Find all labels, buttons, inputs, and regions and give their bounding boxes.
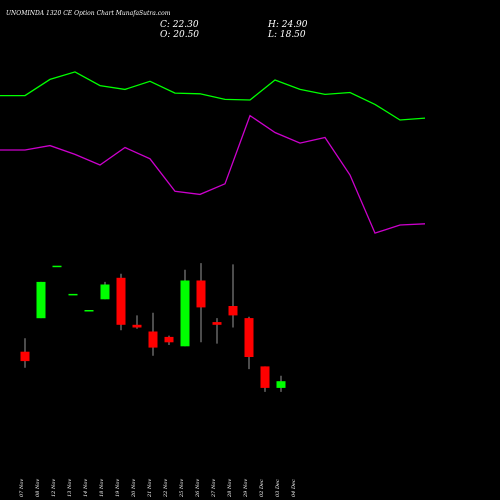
close-value: C: 22.30 [160, 20, 199, 30]
x-tick-label: 03 Dec [275, 479, 281, 497]
candle-body [164, 336, 174, 343]
chart-header-title: UNOMINDA 1320 CE Option Chart MunafaSutr… [6, 10, 171, 17]
candle-body [228, 306, 238, 316]
open-value: O: 20.50 [160, 30, 200, 40]
candle-body [260, 366, 270, 388]
candle-body [132, 324, 142, 328]
x-tick-label: 08 Nov [35, 479, 41, 497]
x-tick-label: 20 Nov [131, 479, 137, 498]
candle-body [20, 351, 30, 362]
x-tick-label: 27 Nov [211, 479, 217, 498]
candle-body [116, 277, 126, 325]
x-tick-label: 19 Nov [115, 479, 121, 497]
candle-body [196, 280, 206, 308]
candle-body [276, 381, 286, 388]
x-tick-label: 02 Dec [259, 479, 265, 497]
candle-body [148, 331, 158, 348]
candle-body [68, 293, 78, 296]
candle-body [84, 310, 94, 312]
x-tick-label: 25 Nov [179, 479, 185, 498]
x-tick-label: 22 Nov [163, 479, 169, 498]
x-tick-label: 18 Nov [99, 479, 105, 497]
high-value: H: 24.90 [268, 20, 308, 30]
x-tick-label: 26 Nov [195, 479, 201, 498]
upper-line-series [0, 71, 426, 121]
lower-line-series [0, 114, 426, 234]
x-tick-label: 07 Nov [19, 479, 25, 497]
candle-body [100, 284, 110, 300]
x-tick-label: 28 Nov [227, 479, 233, 498]
x-tick-label: 13 Nov [67, 479, 73, 497]
x-tick-label: 21 Nov [147, 479, 153, 498]
candle-body [180, 280, 190, 347]
candle-body [244, 318, 254, 357]
x-tick-label: 29 Nov [243, 479, 249, 498]
x-tick-label: 04 Dec [291, 479, 297, 497]
candle-body [36, 281, 46, 319]
x-tick-label: 12 Nov [51, 479, 57, 497]
candle-body [212, 322, 222, 325]
low-value: L: 18.50 [268, 30, 306, 40]
x-tick-label: 14 Nov [83, 479, 89, 497]
candle-body [52, 265, 62, 268]
